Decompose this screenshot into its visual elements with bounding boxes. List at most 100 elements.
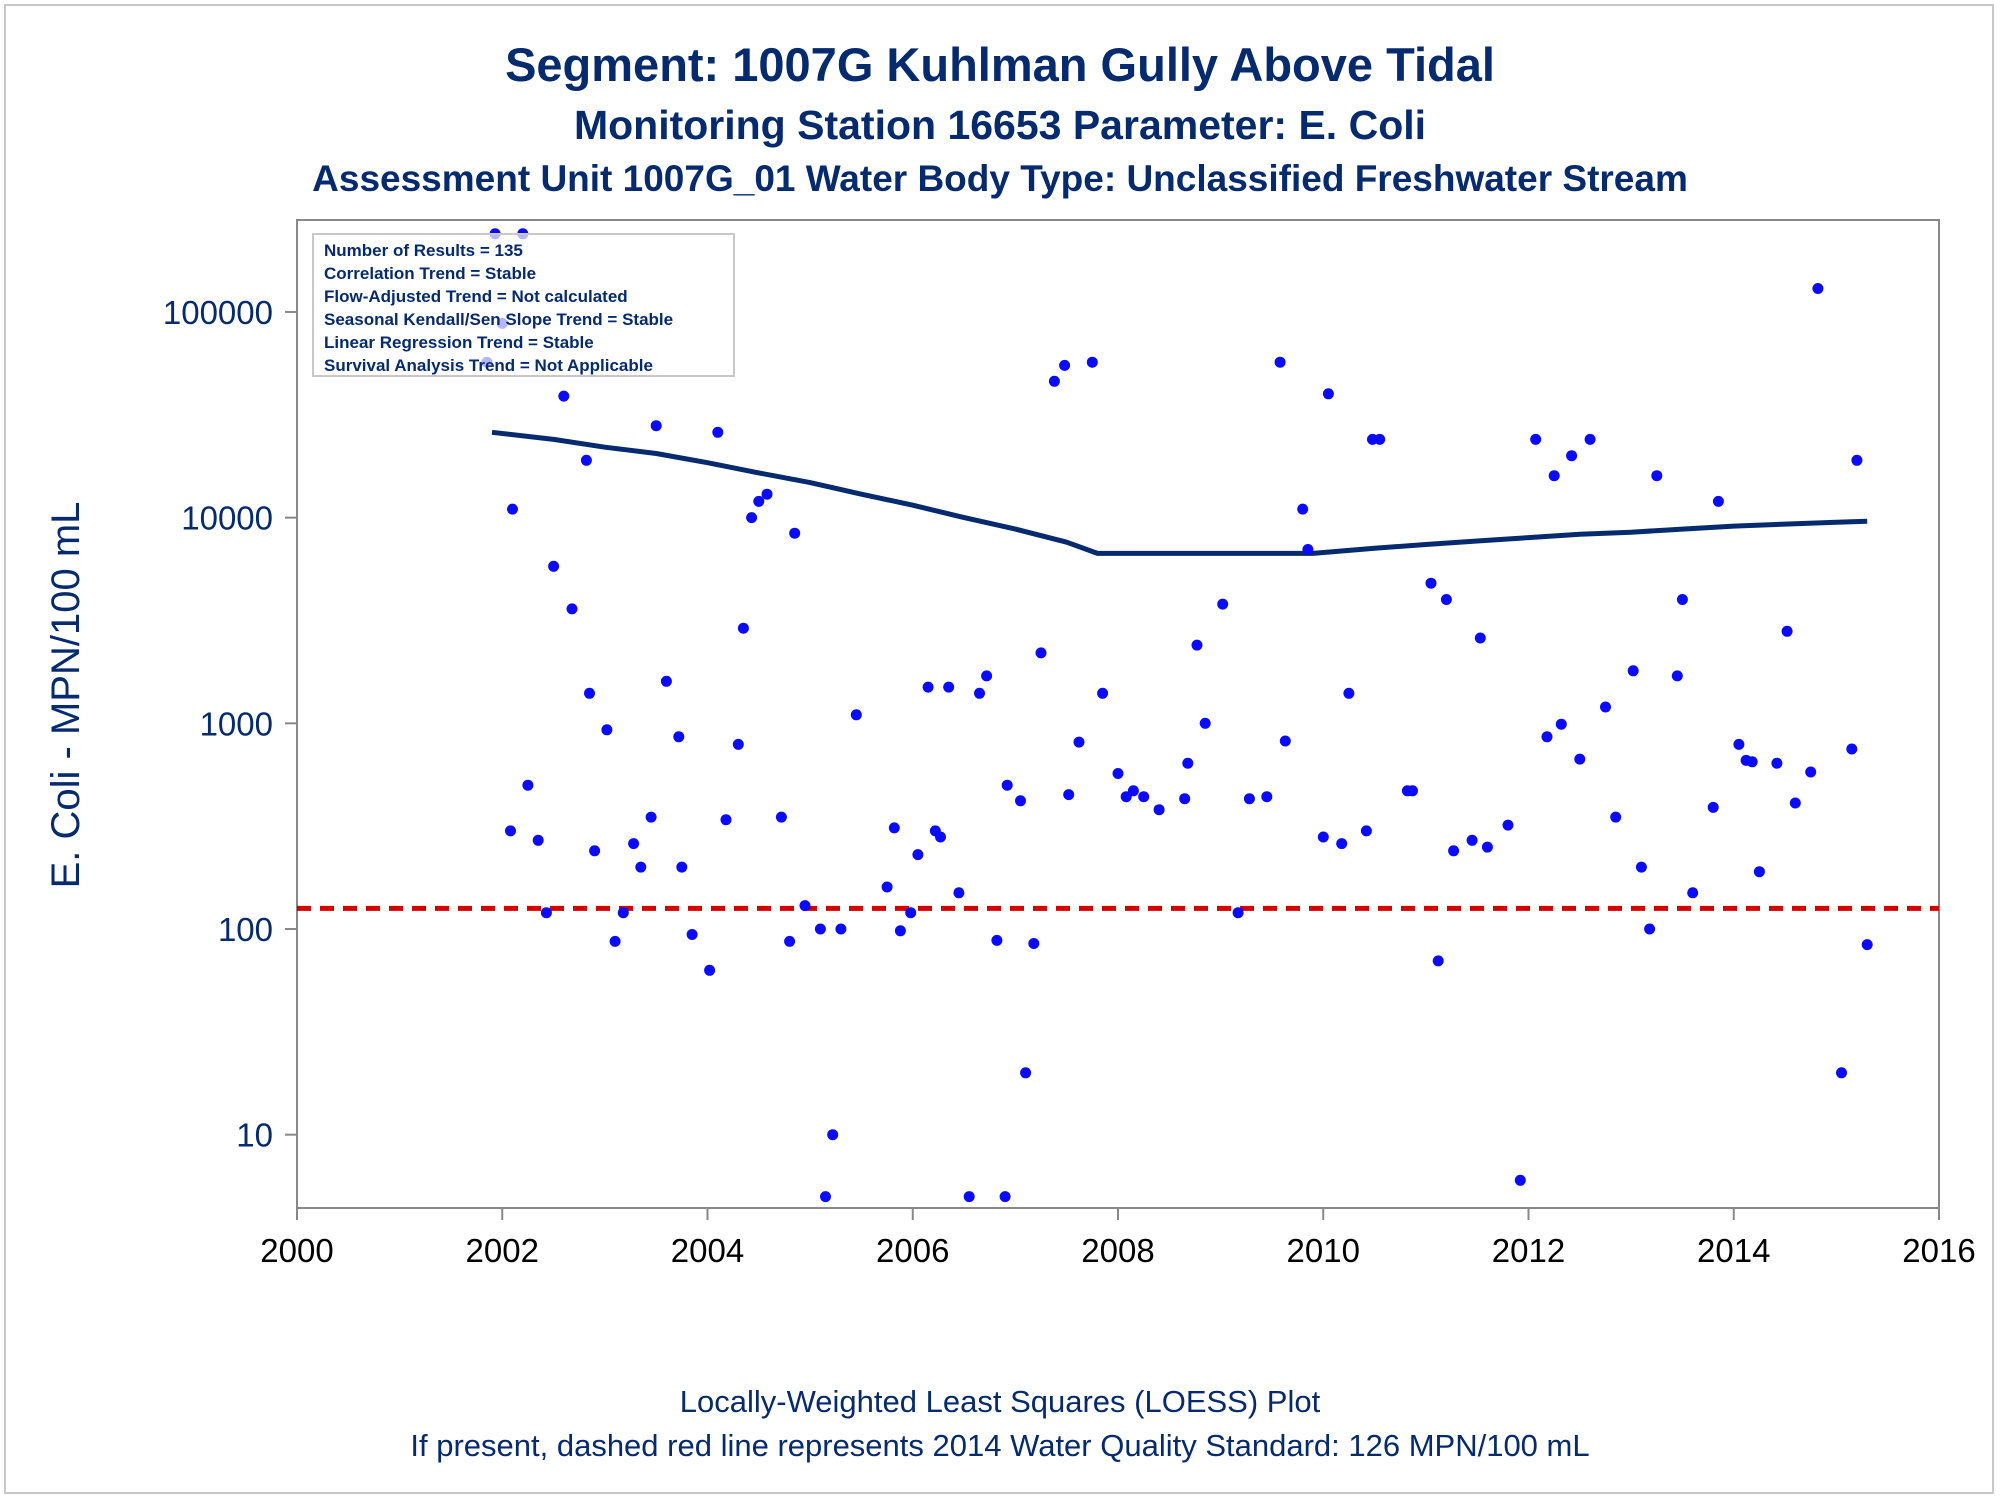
data-point — [1217, 598, 1229, 610]
data-point — [1644, 923, 1656, 935]
data-point — [1336, 838, 1348, 850]
data-point — [1771, 757, 1783, 769]
data-point — [1179, 793, 1191, 805]
data-point — [1035, 647, 1047, 659]
data-point — [1627, 665, 1639, 677]
data-point — [1086, 356, 1098, 368]
data-point — [1112, 768, 1124, 779]
data-point — [676, 861, 688, 873]
footnote-standard: If present, dashed red line represents 2… — [410, 1428, 1589, 1463]
x-axis: 2000 2002 2004 2006 2008 2010 2012 2014 2016 — [260, 1208, 1976, 1269]
data-point — [1753, 866, 1765, 878]
footnote-loess: Locally-Weighted Least Squares (LOESS) P… — [680, 1384, 1321, 1419]
data-point — [1232, 907, 1244, 919]
data-point — [540, 907, 552, 919]
chart-title: Segment: 1007G Kuhlman Gully Above Tidal — [505, 38, 1495, 91]
data-point — [799, 900, 811, 912]
chart-subtitle-2: Assessment Unit 1007G_01 Water Body Type… — [312, 158, 1688, 199]
x-tick-label: 2000 — [260, 1232, 333, 1269]
data-point — [1073, 736, 1085, 748]
data-point — [704, 964, 716, 976]
data-point — [580, 454, 592, 466]
data-point — [953, 887, 965, 899]
y-tick-label: 1000 — [200, 705, 273, 742]
data-point — [1063, 789, 1075, 801]
data-point — [1610, 811, 1622, 823]
data-point — [1733, 738, 1745, 750]
data-point — [1059, 359, 1071, 371]
data-point — [1020, 1067, 1032, 1079]
x-tick-label: 2010 — [1287, 1232, 1360, 1269]
data-point — [1555, 718, 1567, 730]
legend-line-results: Number of Results = 135 — [324, 241, 523, 260]
data-point — [1600, 701, 1611, 713]
data-point — [645, 811, 657, 823]
data-point — [753, 495, 765, 507]
data-point — [673, 731, 685, 743]
data-point — [1746, 756, 1758, 768]
data-point — [1836, 1067, 1847, 1079]
data-point — [1707, 801, 1719, 813]
legend-line-survival: Survival Analysis Trend = Not Applicable — [324, 356, 653, 375]
data-point — [1343, 687, 1355, 699]
data-point — [1861, 939, 1873, 951]
data-point — [912, 849, 924, 861]
data-point — [1671, 670, 1683, 682]
data-point — [1297, 503, 1309, 515]
data-point — [981, 670, 993, 682]
data-point — [894, 925, 906, 937]
data-point — [789, 527, 801, 539]
y-tick-label: 100000 — [163, 294, 273, 331]
x-tick-label: 2004 — [671, 1232, 744, 1269]
data-point — [660, 675, 672, 687]
y-tick-label: 100 — [218, 911, 273, 948]
x-tick-label: 2002 — [466, 1232, 539, 1269]
y-axis-label: E. Coli - MPN/100 mL — [44, 502, 88, 889]
data-point — [827, 1129, 839, 1141]
data-point — [1001, 779, 1013, 791]
data-point — [1127, 785, 1139, 797]
data-point — [507, 503, 518, 515]
data-point — [1243, 793, 1255, 805]
data-point — [820, 1191, 831, 1203]
data-point — [922, 681, 934, 693]
data-point — [1466, 834, 1478, 846]
data-point — [720, 814, 732, 826]
data-point — [1279, 735, 1291, 747]
legend-border — [312, 233, 735, 377]
data-point — [1514, 1174, 1526, 1186]
data-point — [746, 512, 758, 524]
data-point — [1432, 955, 1444, 967]
data-point — [737, 622, 749, 634]
data-point — [963, 1191, 975, 1203]
data-point — [635, 861, 647, 873]
data-point — [1374, 433, 1386, 445]
data-point — [974, 687, 985, 699]
data-point — [1407, 785, 1418, 797]
data-point — [784, 935, 796, 947]
data-point — [712, 426, 724, 438]
data-point — [628, 838, 640, 850]
data-point — [1274, 356, 1286, 368]
data-point — [1635, 861, 1647, 873]
data-point — [532, 834, 544, 846]
data-point — [522, 779, 534, 791]
data-point — [686, 929, 698, 940]
data-point — [1138, 791, 1150, 803]
data-point — [1846, 743, 1858, 755]
data-point — [1851, 454, 1863, 466]
data-point — [991, 934, 1003, 946]
data-point — [1584, 433, 1596, 445]
data-point — [905, 907, 917, 919]
data-point — [850, 709, 862, 721]
y-axis: 10 100 1000 10000 100000 — [163, 294, 297, 1154]
data-point — [1199, 717, 1211, 729]
legend-line-seasonal-kendall: Seasonal Kendall/Sen Slope Trend = Stabl… — [324, 310, 673, 329]
data-point — [1153, 804, 1165, 816]
data-point — [1425, 577, 1437, 589]
data-point — [814, 923, 826, 935]
data-point — [1530, 433, 1542, 445]
data-point — [609, 935, 621, 947]
data-point — [1261, 791, 1273, 803]
